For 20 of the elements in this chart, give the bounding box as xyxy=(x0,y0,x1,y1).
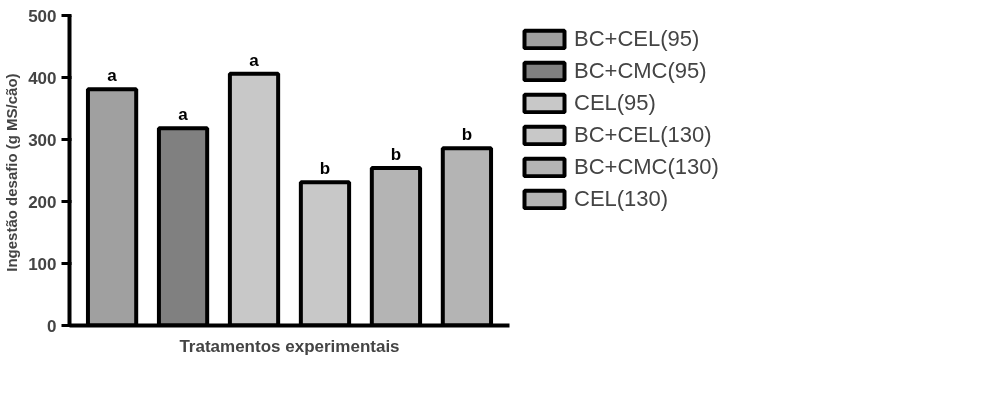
y-tick-label: 0 xyxy=(47,316,57,336)
y-axis-title: Ingestão desafio (g MS/cão) xyxy=(3,73,21,272)
legend-label: BC+CEL(130) xyxy=(574,121,712,149)
y-tick-label: 200 xyxy=(28,192,57,212)
y-tick-label: 500 xyxy=(28,6,57,26)
x-axis-title: Tratamentos experimentais xyxy=(179,336,400,356)
data-label: b xyxy=(461,125,473,145)
legend-label: BC+CMC(130) xyxy=(574,153,719,181)
y-tick-label: 400 xyxy=(28,68,57,88)
y-tick-label: 100 xyxy=(28,254,57,274)
data-label: a xyxy=(178,105,189,125)
data-label: b xyxy=(390,145,402,165)
legend-label: BC+CMC(95) xyxy=(574,57,707,85)
legend-label: CEL(130) xyxy=(574,185,669,213)
y-tick-label: 300 xyxy=(28,130,57,150)
legend-label: BC+CEL(95) xyxy=(574,25,700,53)
data-label: a xyxy=(249,50,260,70)
data-label: b xyxy=(319,159,331,179)
data-label: a xyxy=(107,66,118,86)
legend-label: CEL(95) xyxy=(574,89,656,117)
